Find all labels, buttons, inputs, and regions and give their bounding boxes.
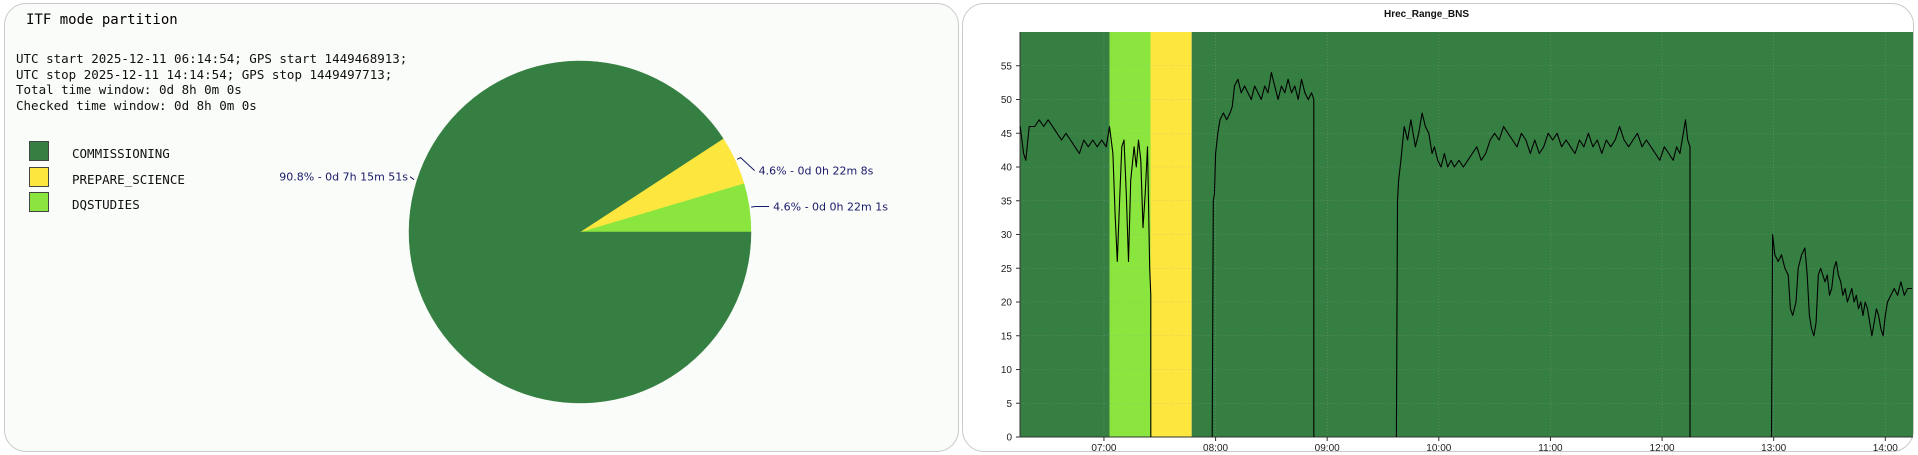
y-tick-label: 20 — [1001, 298, 1013, 309]
legend-swatch — [29, 166, 49, 187]
x-tick-label: 11:00 — [1538, 443, 1563, 453]
range-series-segment — [1211, 71, 1315, 438]
leader-line — [409, 176, 415, 181]
y-tick-label: 10 — [1001, 365, 1013, 376]
band-prepare-science — [1150, 32, 1192, 437]
legend-label: COMMISSIONING — [72, 146, 170, 161]
x-tick-label: 09:00 — [1315, 443, 1340, 453]
band-commissioning — [1020, 32, 1110, 437]
pie-label-commissioning: 90.8% - 0d 7h 15m 51s — [279, 171, 408, 184]
pie-label-prepare-science: 4.6% - 0d 0h 22m 8s — [759, 165, 874, 178]
pie-label-dqstudies: 4.6% - 0d 0h 22m 1s — [773, 201, 888, 214]
checked-window-line: Checked time window: 0d 8h 0m 0s — [16, 97, 257, 113]
y-tick-label: 50 — [1001, 95, 1013, 106]
leader-line — [751, 206, 770, 208]
timeseries-chart: Hrec_Range_BNS 0 5 10 15 20 25 30 35 40 45 50 55 07:0… — [1001, 9, 1913, 453]
y-tick-label: 5 — [1006, 399, 1012, 410]
x-tick-label: 14:00 — [1873, 443, 1898, 453]
y-tick-label: 40 — [1001, 163, 1013, 174]
y-tick-label: 55 — [1001, 61, 1013, 72]
x-tick-label: 10:00 — [1426, 443, 1451, 453]
x-tick-label: 08:00 — [1203, 443, 1228, 453]
y-tick-label: 0 — [1006, 433, 1012, 444]
range-series-segment — [1019, 119, 1152, 437]
utc-start-line: UTC start 2025-12-11 06:14:54; GPS start… — [16, 51, 408, 66]
pie-title: ITF mode partition — [26, 12, 178, 28]
range-series-segment — [1395, 112, 1691, 438]
total-window-line: Total time window: 0d 8h 0m 0s — [16, 82, 242, 98]
pie-chart: 4.6% - 0d 0h 22m 1s 4.6% - 0d 0h 22m 8s 90… — [279, 60, 888, 404]
x-tick-label: 13:00 — [1761, 443, 1786, 453]
utc-stop-line: UTC stop 2025-12-11 14:14:54; GPS stop 1… — [16, 66, 393, 82]
chart-title: Hrec_Range_BNS — [1384, 9, 1469, 20]
y-tick-label: 15 — [1001, 331, 1013, 342]
y-tick-label: 35 — [1001, 196, 1013, 207]
x-tick-label: 12:00 — [1650, 443, 1675, 453]
range-series-segment — [1770, 233, 1913, 438]
y-tick-label: 45 — [1001, 129, 1013, 140]
x-tick-label: 07:00 — [1091, 443, 1116, 453]
leader-line — [736, 157, 755, 172]
time-window-info: UTC start 2025-12-11 06:14:54; GPS start… — [16, 51, 407, 113]
pie-panel: ITF mode partition UTC start 2025-12-11 … — [4, 3, 959, 452]
legend-swatch — [29, 141, 49, 161]
y-tick-label: 30 — [1001, 230, 1013, 241]
legend-label: DQSTUDIES — [72, 197, 140, 212]
legend-label: PREPARE_SCIENCE — [72, 171, 185, 187]
timeseries-panel: Hrec_Range_BNS 0 5 10 15 20 25 30 35 40 45 50 55 07:0… — [962, 3, 1914, 453]
pie-slice-commissioning — [408, 60, 752, 404]
y-tick-label: 25 — [1001, 264, 1013, 275]
legend-swatch — [29, 192, 49, 212]
